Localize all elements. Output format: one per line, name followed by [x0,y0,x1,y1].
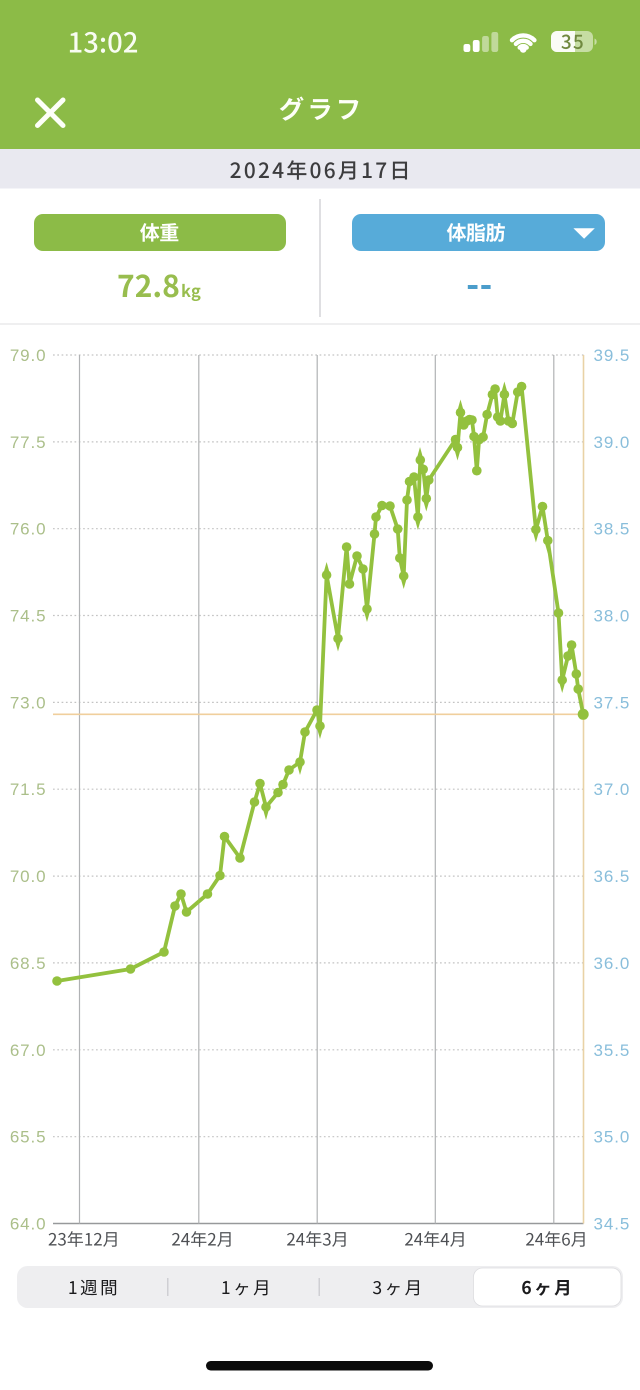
svg-text:35.5: 35.5 [594,1041,631,1060]
svg-text:35.0: 35.0 [594,1128,631,1147]
svg-text:71.5: 71.5 [10,780,47,799]
svg-text:37.0: 37.0 [594,780,631,799]
svg-text:37.5: 37.5 [594,693,631,712]
svg-text:39.5: 39.5 [594,346,631,365]
svg-text:68.5: 68.5 [10,954,47,973]
svg-text:76.0: 76.0 [10,520,47,539]
svg-text:70.0: 70.0 [10,867,47,886]
svg-text:38.5: 38.5 [594,520,631,539]
svg-text:65.5: 65.5 [10,1128,47,1147]
svg-text:79.0: 79.0 [10,346,47,365]
svg-text:67.0: 67.0 [10,1041,47,1060]
svg-text:74.5: 74.5 [10,607,47,626]
svg-text:77.5: 77.5 [10,433,47,452]
svg-text:36.5: 36.5 [594,867,631,886]
svg-text:73.0: 73.0 [10,693,47,712]
svg-text:36.0: 36.0 [594,954,631,973]
svg-text:34.5: 34.5 [594,1215,631,1234]
svg-text:39.0: 39.0 [594,433,631,452]
svg-text:38.0: 38.0 [594,607,631,626]
svg-text:64.0: 64.0 [10,1215,47,1234]
